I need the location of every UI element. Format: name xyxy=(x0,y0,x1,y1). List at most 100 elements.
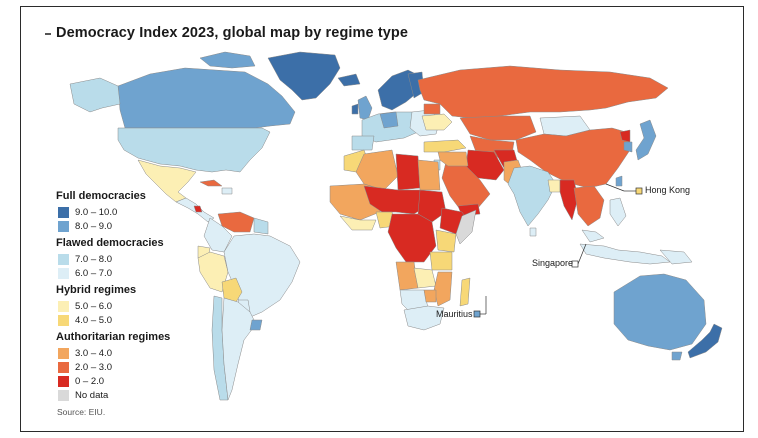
legend-item-nodata: No data xyxy=(58,390,108,401)
region-somalia xyxy=(455,209,477,245)
region-sri-lanka xyxy=(529,227,537,237)
region-ukraine xyxy=(421,113,453,131)
legend-group-hybrid: Hybrid regimes xyxy=(56,284,137,296)
region-uruguay xyxy=(249,319,263,331)
legend-swatch xyxy=(58,207,69,218)
hong-kong-leader xyxy=(605,183,625,192)
region-madagascar xyxy=(459,277,471,307)
region-central-africa xyxy=(387,213,437,263)
region-ireland xyxy=(351,103,359,115)
legend-group-flawed: Flawed democracies xyxy=(56,237,164,249)
region-iberia xyxy=(351,135,375,151)
region-egypt xyxy=(417,159,441,191)
legend-item-auth-high: 3.0 – 4.0 xyxy=(58,348,112,359)
legend-group-authoritarian: Authoritarian regimes xyxy=(56,331,171,343)
legend-item-full-high: 9.0 – 10.0 xyxy=(58,207,117,218)
region-china xyxy=(515,127,631,189)
legend-label: 4.0 – 5.0 xyxy=(75,315,112,326)
legend-item-full-low: 8.0 – 9.0 xyxy=(58,221,112,232)
legend-swatch xyxy=(58,315,69,326)
region-myanmar xyxy=(559,179,579,221)
region-new-zealand xyxy=(687,323,723,359)
region-iceland xyxy=(337,73,361,87)
mauritius-box xyxy=(473,310,481,318)
region-guianas xyxy=(253,217,269,235)
region-uk xyxy=(357,95,373,121)
region-turkey xyxy=(423,139,467,153)
legend-item-auth-low: 0 – 2.0 xyxy=(58,376,104,387)
legend-label: 7.0 – 8.0 xyxy=(75,254,112,265)
singapore-box xyxy=(571,260,579,268)
region-zambia xyxy=(413,267,437,289)
region-argentina xyxy=(221,297,257,401)
legend-label: No data xyxy=(75,390,109,401)
legend-label: 3.0 – 4.0 xyxy=(75,348,112,359)
legend-label: 9.0 – 10.0 xyxy=(75,207,118,218)
hong-kong-label: Hong Kong xyxy=(645,185,691,195)
legend-label: 8.0 – 9.0 xyxy=(75,221,112,232)
region-bangladesh xyxy=(547,179,561,193)
region-australia xyxy=(613,273,707,351)
region-cuba xyxy=(199,179,223,187)
region-greenland xyxy=(267,51,341,101)
region-philippines xyxy=(609,197,627,227)
legend-swatch xyxy=(58,376,69,387)
legend-label: 2.0 – 3.0 xyxy=(75,362,112,373)
region-russia xyxy=(417,65,669,119)
legend-label: 6.0 – 7.0 xyxy=(75,268,112,279)
title-marker xyxy=(45,33,51,35)
region-kazakhstan xyxy=(459,115,537,141)
legend-swatch xyxy=(58,254,69,265)
region-taiwan xyxy=(615,175,623,187)
region-alaska xyxy=(69,77,121,113)
region-belarus xyxy=(423,103,441,115)
region-malaysia xyxy=(581,229,605,243)
legend-label: 0 – 2.0 xyxy=(75,376,105,387)
region-angola xyxy=(395,261,419,291)
region-indochina xyxy=(573,185,605,227)
region-canada xyxy=(117,67,296,129)
map-title: Democracy Index 2023, global map by regi… xyxy=(56,25,409,41)
source-note: Source: EIU. xyxy=(57,407,106,417)
region-tanzania xyxy=(429,251,453,271)
region-central-europe xyxy=(379,111,399,129)
region-central-america xyxy=(175,197,215,223)
legend-swatch xyxy=(58,268,69,279)
region-iraq-syria xyxy=(437,151,469,167)
legend-swatch xyxy=(58,362,69,373)
region-indonesia xyxy=(579,243,671,265)
region-nicaragua xyxy=(193,205,203,213)
legend-item-hybrid-low: 4.0 – 5.0 xyxy=(58,315,112,326)
region-gulf-guinea xyxy=(339,215,377,231)
region-hispaniola xyxy=(221,187,233,195)
legend-swatch xyxy=(58,221,69,232)
region-kenya xyxy=(435,229,457,253)
region-canada-islands xyxy=(199,51,256,69)
region-mozambique xyxy=(433,271,453,307)
region-bolivia xyxy=(221,277,243,303)
legend-item-flawed-high: 7.0 – 8.0 xyxy=(58,254,112,265)
legend-item-hybrid-high: 5.0 – 6.0 xyxy=(58,301,112,312)
region-zimbabwe xyxy=(423,289,437,303)
legend-label: 5.0 – 6.0 xyxy=(75,301,112,312)
hong-kong-box xyxy=(635,187,643,195)
region-sudan xyxy=(417,189,447,223)
legend-swatch xyxy=(58,390,69,401)
region-south-africa xyxy=(403,305,445,331)
region-tasmania xyxy=(671,351,683,361)
mauritius-label: Mauritius xyxy=(436,309,473,319)
legend-swatch xyxy=(58,348,69,359)
region-libya xyxy=(395,153,421,191)
legend-item-flawed-low: 6.0 – 7.0 xyxy=(58,268,112,279)
region-japan xyxy=(635,119,657,161)
singapore-label: Singapore xyxy=(532,258,574,268)
legend-swatch xyxy=(58,301,69,312)
region-south-korea xyxy=(623,141,633,153)
region-mexico xyxy=(137,159,197,203)
singapore-leader xyxy=(577,243,587,265)
legend-group-full: Full democracies xyxy=(56,190,146,202)
region-india xyxy=(507,165,557,227)
legend-item-auth-mid: 2.0 – 3.0 xyxy=(58,362,112,373)
region-png xyxy=(659,249,693,265)
